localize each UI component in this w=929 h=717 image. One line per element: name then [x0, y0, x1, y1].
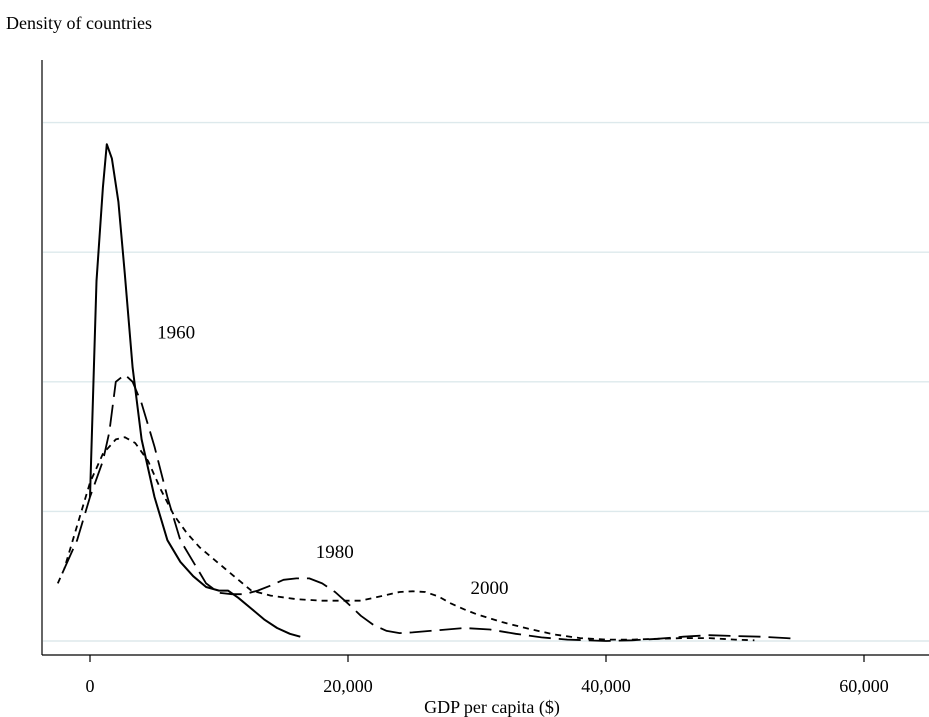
x-tick-label: 60,000 — [839, 676, 889, 696]
gridlines — [43, 121, 929, 642]
x-ticks: 0 20,000 40,000 60,000 — [86, 655, 889, 696]
x-tick-label: 20,000 — [323, 676, 373, 696]
series-line-1960 — [89, 143, 301, 638]
series-labels: 1960 1980 2000 — [157, 323, 508, 600]
series-label-2000: 2000 — [471, 578, 509, 599]
x-tick-label: 40,000 — [581, 676, 631, 696]
x-tick-label: 0 — [86, 676, 95, 696]
series-line-1980 — [63, 373, 796, 642]
series-label-1960: 1960 — [157, 323, 195, 344]
y-axis-label: Density of countries — [6, 13, 152, 33]
series-label-1980: 1980 — [316, 542, 354, 563]
x-axis-label: GDP per capita ($) — [424, 697, 560, 717]
series-line-2000 — [56, 436, 755, 642]
series-lines — [56, 143, 796, 642]
